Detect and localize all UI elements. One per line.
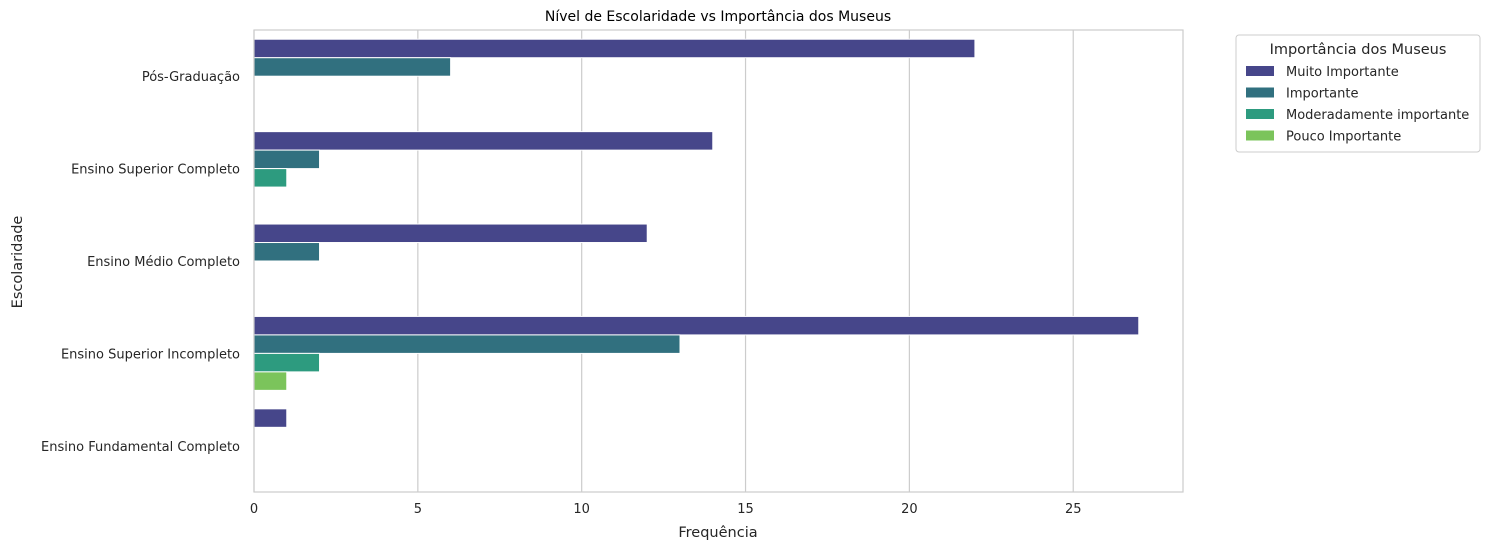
chart-title: Nível de Escolaridade vs Importância dos… [545,9,891,25]
bar [253,131,714,151]
y-tick-label: Ensino Fundamental Completo [41,440,240,455]
y-tick-label: Ensino Superior Incompleto [61,347,240,362]
bar [253,352,321,373]
x-tick-label: 15 [737,502,754,517]
x-tick-label: 25 [1065,502,1082,517]
x-axis-label: Frequência [678,525,757,541]
y-axis-label: Escolaridade [10,216,26,309]
plot-frame [253,29,1184,493]
bar [253,149,321,170]
y-tick-label: Ensino Superior Completo [71,163,240,178]
legend-label: Pouco Importante [1286,130,1401,145]
bar [253,408,288,428]
legend-title: Importância dos Museus [1270,42,1447,58]
bar [253,334,681,354]
legend-swatch [1246,109,1274,119]
bar [253,38,976,59]
grid-lines [253,30,1074,492]
bar [253,168,288,188]
y-tick-labels: Pós-Graduação Ensino Superior Completo Ens… [41,70,240,455]
legend-label: Moderadamente importante [1286,108,1469,123]
legend-frame [1235,34,1481,153]
legend-label: Importante [1286,87,1358,102]
x-tick-label: 0 [250,502,258,517]
y-tick-label: Pós-Graduação [142,70,240,85]
legend-swatch [1246,130,1274,141]
bar [253,242,321,262]
bar [253,371,288,391]
bars [253,38,1140,428]
x-tick-labels: 0 5 10 15 20 25 [250,502,1082,517]
x-tick-label: 20 [901,502,918,517]
x-tick-label: 10 [573,502,590,517]
legend-label: Muito Importante [1286,65,1399,80]
bar [253,315,1140,336]
x-tick-label: 5 [414,502,422,517]
bar [253,57,452,77]
bar [253,223,648,244]
y-tick-label: Ensino Médio Completo [87,255,240,270]
legend-swatch [1246,87,1274,98]
legend-items: Muito Importante Importante Moderadamente … [1246,65,1469,145]
legend-swatch [1246,66,1274,76]
legend: Importância dos Museus Muito Importante I… [1235,34,1481,153]
